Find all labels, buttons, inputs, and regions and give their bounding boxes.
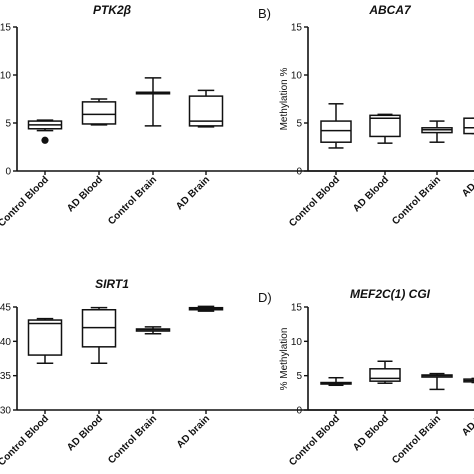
- box-3: [421, 120, 453, 143]
- box-2: [81, 98, 117, 126]
- box-iqr: [369, 368, 401, 382]
- box-4: [188, 305, 224, 312]
- category-label: AD Blood: [351, 413, 391, 453]
- y-tick-label: 5: [5, 119, 11, 130]
- y-tick-label: 0: [296, 406, 302, 417]
- box-2: [369, 360, 401, 384]
- category-label: AD Brain: [174, 174, 212, 212]
- category-label: Control Brain: [390, 413, 443, 466]
- outlier-point: [41, 136, 49, 144]
- y-tick-label: 15: [291, 23, 303, 34]
- box-iqr: [27, 319, 63, 356]
- category-label: AD Blood: [65, 174, 105, 214]
- box-1: [27, 317, 63, 365]
- box-iqr: [369, 114, 401, 138]
- y-tick-label: 15: [291, 303, 303, 314]
- box-4: [463, 117, 474, 135]
- category-label: Control Brain: [390, 174, 443, 227]
- box-iqr: [81, 101, 117, 125]
- box-2: [81, 306, 117, 365]
- y-tick-label: 40: [0, 337, 11, 348]
- y-tick-label: 35: [0, 371, 11, 382]
- category-label: Control Blood: [287, 174, 342, 229]
- box-4: [463, 377, 474, 384]
- y-tick-label: 10: [0, 71, 11, 82]
- box-iqr: [463, 117, 474, 135]
- panel-title: MEF2C(1) CGI: [350, 287, 431, 301]
- category-label: AD brain: [175, 413, 212, 450]
- category-label: Control Blood: [0, 174, 51, 229]
- category-label: AD B: [460, 413, 474, 438]
- panel-title: ABCA7: [368, 3, 412, 17]
- category-label: Control Blood: [0, 413, 51, 468]
- box-3: [421, 372, 453, 391]
- y-tick-label: 5: [296, 119, 302, 130]
- y-axis-label: % Methylation: [279, 328, 290, 391]
- y-tick-label: 5: [296, 371, 302, 382]
- panel-label: D): [258, 290, 272, 305]
- panel-title: SIRT1: [95, 277, 129, 291]
- panel-4: MEF2C(1) CGI D) % Methylation 0 5 10 15 Control…: [258, 287, 474, 468]
- y-tick-label: 10: [291, 71, 303, 82]
- y-tick-label: 15: [0, 23, 11, 34]
- category-label: Control Blood: [287, 413, 342, 468]
- box-1: [27, 119, 63, 132]
- box-3: [135, 326, 171, 335]
- category-label: Control Brain: [106, 413, 159, 466]
- category-label: Control Brain: [106, 174, 159, 227]
- y-tick-label: 0: [296, 167, 302, 178]
- box-4: [188, 89, 224, 128]
- y-tick-label: 10: [291, 337, 303, 348]
- panel-label: B): [258, 6, 271, 21]
- panel-title: PTK2β: [93, 3, 132, 17]
- y-tick-label: 0: [5, 167, 11, 178]
- box-1: [320, 376, 352, 387]
- box-iqr: [320, 120, 352, 143]
- y-tick-label: 45: [0, 303, 11, 314]
- box-3: [135, 77, 171, 127]
- category-label: AD Blood: [351, 174, 391, 214]
- box-1: [320, 103, 352, 149]
- category-label: AD B: [460, 174, 474, 199]
- box-2: [369, 113, 401, 144]
- category-label: AD Blood: [65, 413, 105, 453]
- y-tick-label: 30: [0, 406, 11, 417]
- y-axis-label: Methylation %: [279, 67, 290, 130]
